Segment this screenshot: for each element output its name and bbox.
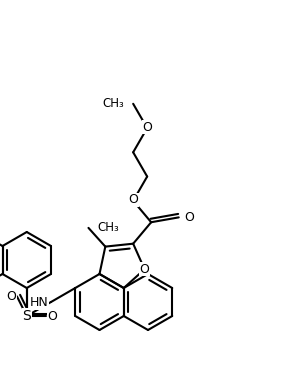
Text: CH₃: CH₃	[102, 97, 124, 110]
Text: O: O	[128, 193, 138, 206]
Text: CH₃: CH₃	[97, 221, 119, 234]
Text: O: O	[185, 211, 195, 224]
Text: O: O	[142, 121, 152, 134]
Text: O: O	[140, 263, 150, 276]
Text: O: O	[47, 309, 57, 322]
Text: HN: HN	[29, 296, 48, 309]
Text: O: O	[6, 290, 16, 303]
Text: S: S	[23, 309, 31, 323]
